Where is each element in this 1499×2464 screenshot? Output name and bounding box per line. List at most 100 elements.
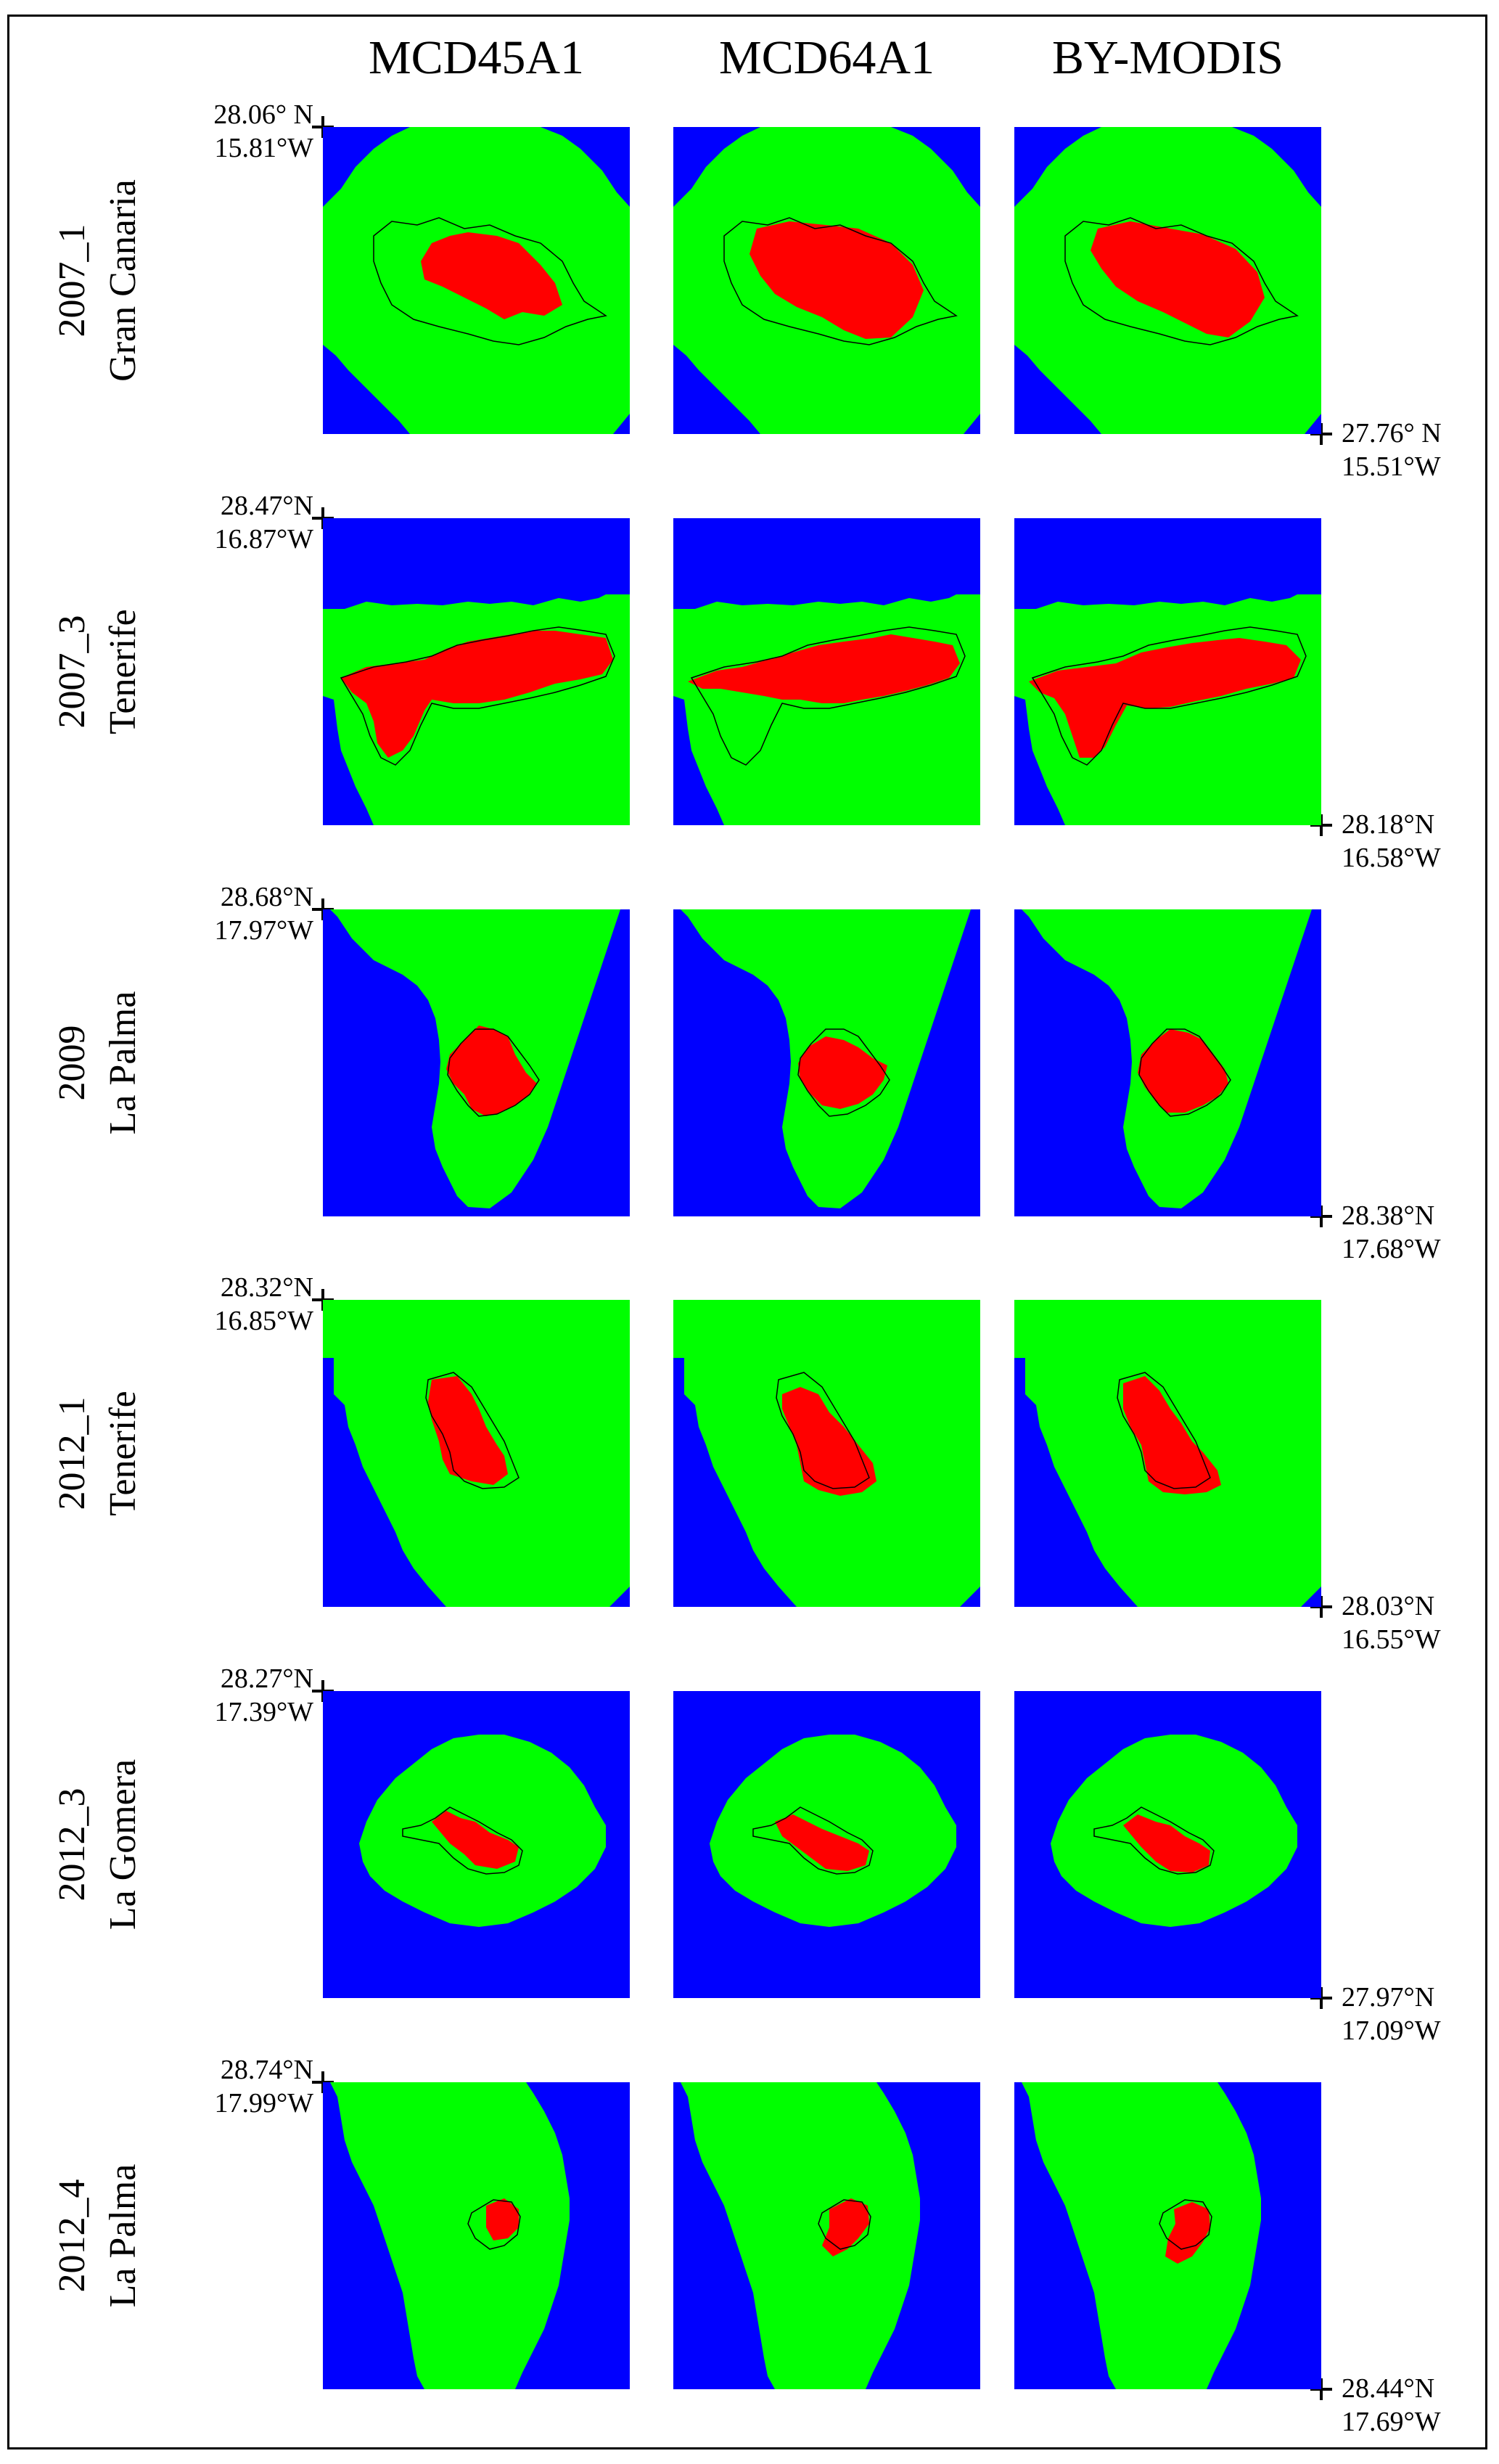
coordinate-longitude: 16.55°W bbox=[1342, 1624, 1441, 1655]
burned-area bbox=[775, 1814, 869, 1871]
map-svg bbox=[1014, 1691, 1321, 1998]
map-panel bbox=[1014, 2082, 1321, 2389]
event-id: 2012_4 bbox=[52, 2179, 93, 2293]
corner-coordinate-bottom-right: 28.38°N 17.68°W bbox=[1342, 1199, 1441, 1266]
burned-area bbox=[750, 221, 924, 339]
corner-coordinate-bottom-right: 27.97°N 17.09°W bbox=[1342, 1981, 1441, 2047]
coordinate-latitude: 28.47°N bbox=[220, 491, 313, 521]
sea-area bbox=[323, 345, 410, 434]
map-panel bbox=[1014, 1691, 1321, 1998]
sea-area bbox=[673, 345, 760, 434]
map-panel bbox=[323, 1691, 630, 1998]
map-panel bbox=[1014, 518, 1321, 825]
fire-perimeter bbox=[1117, 1372, 1211, 1489]
row-label: 2012_4 La Palma bbox=[47, 2084, 163, 2389]
coordinate-longitude: 17.99°W bbox=[214, 2088, 313, 2119]
burned-area bbox=[428, 1376, 508, 1485]
sea-area bbox=[1014, 518, 1321, 609]
coordinate-latitude: 28.68°N bbox=[220, 882, 313, 912]
sea-area bbox=[1014, 1691, 1321, 1998]
map-panel bbox=[673, 518, 980, 825]
sea-area bbox=[323, 2082, 424, 2389]
map-svg bbox=[1014, 127, 1321, 434]
fire-perimeter bbox=[1093, 1806, 1215, 1875]
sea-area bbox=[1014, 345, 1101, 434]
sea-area bbox=[1207, 2082, 1321, 2389]
map-svg bbox=[323, 909, 630, 1216]
figure-frame bbox=[7, 15, 1487, 2449]
corner-coordinate-top-left: 28.74°N 17.99°W bbox=[197, 2053, 313, 2120]
sea-area bbox=[673, 1300, 797, 1607]
coordinate-longitude: 16.85°W bbox=[214, 1306, 313, 1336]
corner-cross-icon bbox=[1310, 814, 1332, 836]
coordinate-latitude: 28.27°N bbox=[220, 1663, 313, 1694]
burned-area bbox=[822, 2198, 869, 2256]
coordinate-longitude: 17.68°W bbox=[1342, 1234, 1441, 1264]
burned-area bbox=[341, 631, 613, 758]
map-svg bbox=[323, 1691, 630, 1998]
burned-area bbox=[1029, 638, 1301, 758]
event-id: 2009 bbox=[52, 1025, 93, 1101]
sea-area bbox=[323, 696, 374, 825]
map-svg bbox=[323, 2082, 630, 2389]
fire-perimeter bbox=[818, 2199, 871, 2250]
coordinate-longitude: 17.97°W bbox=[214, 915, 313, 946]
row-label: 2012_3 La Gomera bbox=[47, 1693, 163, 1997]
island-name: Tenerife bbox=[102, 609, 144, 734]
fire-perimeter bbox=[340, 626, 615, 766]
coordinate-longitude: 15.81°W bbox=[214, 133, 313, 163]
coordinate-latitude: 28.44°N bbox=[1342, 2373, 1435, 2404]
burned-area bbox=[1123, 1814, 1210, 1872]
island-name: Gran Canaria bbox=[102, 179, 144, 382]
sea-area bbox=[609, 1587, 630, 1607]
sea-area bbox=[1014, 909, 1321, 1216]
island-name: La Palma bbox=[102, 2164, 144, 2308]
corner-cross-icon bbox=[1310, 1596, 1332, 1618]
event-id: 2012_3 bbox=[52, 1788, 93, 1902]
map-svg bbox=[673, 909, 980, 1216]
coordinate-longitude: 17.09°W bbox=[1342, 2015, 1441, 2046]
sea-area bbox=[323, 909, 630, 1216]
corner-coordinate-top-left: 28.32°N 16.85°W bbox=[197, 1271, 313, 1338]
coordinate-latitude: 28.03°N bbox=[1342, 1591, 1435, 1621]
sea-area bbox=[1014, 696, 1065, 825]
map-svg bbox=[673, 1691, 980, 1998]
sea-area bbox=[964, 414, 980, 434]
column-header-by-modis: BY-MODIS bbox=[1051, 31, 1284, 84]
burned-area bbox=[1091, 221, 1265, 337]
burned-area bbox=[1138, 1029, 1228, 1113]
column-header-mcd64a1: MCD64A1 bbox=[718, 31, 935, 84]
burned-area bbox=[486, 2198, 519, 2240]
map-svg bbox=[323, 127, 630, 434]
event-id: 2007_3 bbox=[52, 615, 93, 729]
map-panel bbox=[1014, 127, 1321, 434]
burned-area bbox=[1123, 1376, 1221, 1494]
fire-perimeter bbox=[402, 1806, 523, 1875]
map-panel bbox=[1014, 1300, 1321, 1607]
sea-area bbox=[1305, 414, 1321, 434]
corner-coordinate-top-left: 28.47°N 16.87°W bbox=[197, 489, 313, 556]
fire-perimeter bbox=[373, 217, 607, 345]
island-name: Tenerife bbox=[102, 1391, 144, 1516]
map-panel bbox=[323, 518, 630, 825]
burned-area bbox=[798, 1036, 887, 1109]
burned-area bbox=[446, 1026, 537, 1116]
coordinate-longitude: 17.69°W bbox=[1342, 2407, 1441, 2437]
row-label: 2007_1 Gran Canaria bbox=[47, 128, 163, 433]
corner-coordinate-top-left: 28.06° N 15.81°W bbox=[197, 98, 313, 165]
sea-area bbox=[323, 1300, 446, 1607]
sea-area bbox=[673, 696, 724, 825]
map-svg bbox=[323, 518, 630, 825]
fire-perimeter bbox=[1159, 2199, 1212, 2250]
fire-perimeter bbox=[467, 2199, 521, 2250]
column-header-mcd45a1: MCD45A1 bbox=[368, 31, 585, 84]
sea-area bbox=[673, 1691, 980, 1998]
burned-area bbox=[421, 232, 562, 319]
sea-area bbox=[673, 127, 760, 207]
corner-cross-icon bbox=[1310, 1206, 1332, 1227]
coordinate-longitude: 16.58°W bbox=[1342, 843, 1441, 873]
island-name: La Gomera bbox=[102, 1759, 144, 1931]
sea-area bbox=[673, 518, 980, 609]
corner-coordinate-bottom-right: 28.44°N 17.69°W bbox=[1342, 2372, 1441, 2439]
corner-cross-icon bbox=[1310, 423, 1332, 445]
